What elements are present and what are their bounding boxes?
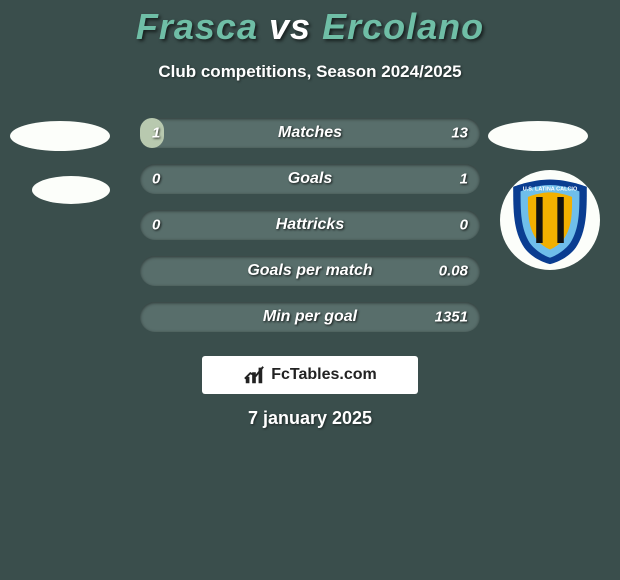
stat-row: Min per goal 1351	[140, 302, 480, 332]
stat-label: Matches	[278, 124, 342, 142]
team2-logo-top	[488, 121, 588, 151]
vs-word: vs	[269, 6, 311, 47]
headline-title: Frasca vs Ercolano	[0, 6, 620, 48]
stat-value-right: 0	[460, 217, 468, 234]
player2-name: Ercolano	[322, 6, 484, 47]
svg-text:U.S. LATINA CALCIO: U.S. LATINA CALCIO	[523, 187, 578, 193]
stat-value-right: 1	[460, 171, 468, 188]
stat-value-right: 13	[451, 125, 468, 142]
stat-value-right: 1351	[435, 309, 468, 326]
crest-icon: U.S. LATINA CALCIO	[504, 174, 596, 266]
stat-value-left: 0	[152, 217, 160, 234]
stat-row: 0 Goals 1	[140, 164, 480, 194]
date-text: 7 january 2025	[0, 408, 620, 429]
fctables-badge: FcTables.com	[202, 356, 418, 394]
team2-crest: U.S. LATINA CALCIO	[500, 170, 600, 270]
subtitle-text: Club competitions, Season 2024/2025	[0, 62, 620, 82]
team1-logo-top	[10, 121, 110, 151]
stat-row: Goals per match 0.08	[140, 256, 480, 286]
stat-row: 1 Matches 13	[140, 118, 480, 148]
comparison-infographic: Frasca vs Ercolano Club competitions, Se…	[0, 0, 620, 580]
stat-row: 0 Hattricks 0	[140, 210, 480, 240]
stat-label: Goals per match	[247, 262, 372, 280]
stat-label: Min per goal	[263, 308, 357, 326]
team1-logo-mid	[32, 176, 110, 204]
fctables-text: FcTables.com	[271, 366, 377, 384]
stats-container: 1 Matches 13 0 Goals 1 0 Hattricks 0 Goals per ma…	[140, 118, 480, 332]
bar-chart-icon	[243, 364, 265, 386]
player1-name: Frasca	[136, 6, 258, 47]
stat-value-left: 0	[152, 171, 160, 188]
stat-label: Hattricks	[276, 216, 344, 234]
stat-label: Goals	[288, 170, 332, 188]
stat-value-right: 0.08	[439, 263, 468, 280]
stat-value-left: 1	[152, 125, 160, 142]
